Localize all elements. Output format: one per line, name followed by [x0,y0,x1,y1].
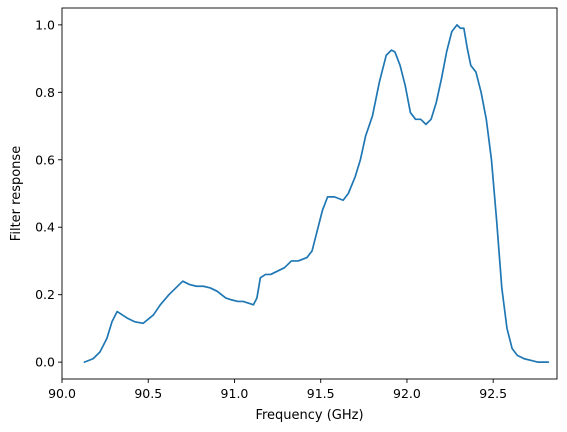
x-tick-label: 91.5 [307,386,335,401]
x-tick-label: 91.0 [221,386,249,401]
axes-frame [61,7,558,380]
y-tick-label: 1.0 [35,17,55,32]
x-axis-ticks: 90.0 90.5 91.0 91.5 92.0 92.5 [48,379,507,401]
x-tick-label: 92.0 [393,386,421,401]
y-axis-ticks: 0.0 0.2 0.4 0.6 0.8 1.0 [35,17,62,370]
y-tick-label: 0.8 [35,85,55,100]
y-tick-label: 0.2 [35,287,55,302]
x-axis-label: Frequency (GHz) [255,408,363,423]
x-tick-label: 90.5 [134,386,162,401]
plot-area [83,24,550,363]
y-tick-label: 0.0 [35,355,55,370]
x-tick-label: 92.5 [479,386,507,401]
x-tick-label: 90.0 [48,386,76,401]
y-tick-label: 0.4 [35,220,55,235]
series-line-0 [83,24,550,363]
y-tick-label: 0.6 [35,152,55,167]
y-axis-label: Filter response [9,146,24,241]
